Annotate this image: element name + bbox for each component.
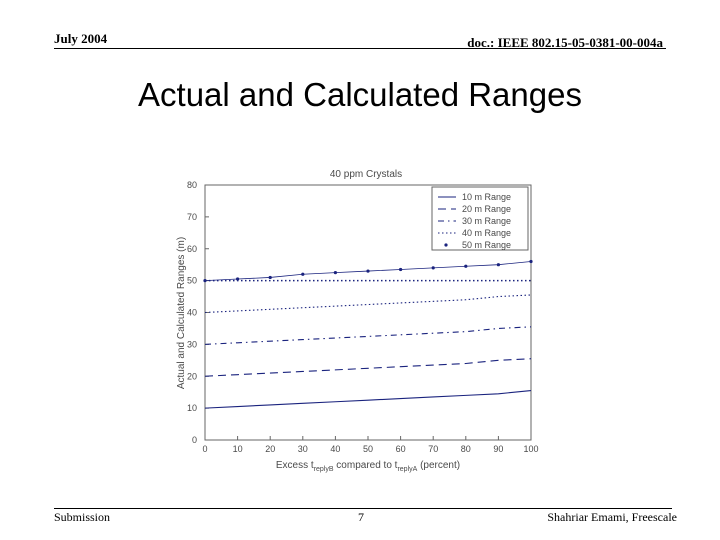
x-axis-label-start: Excess t [276,460,314,471]
y-tick-label: 80 [187,180,197,190]
series-point-5 [236,277,240,281]
legend-entry: 20 m Range [462,204,511,214]
legend-entry: 40 m Range [462,228,511,238]
header-doc-id: doc.: IEEE 802.15-05-0381-00-004a [467,35,663,50]
series-point-5 [366,269,370,273]
y-tick-label: 40 [187,308,197,318]
x-tick-label: 70 [428,444,438,454]
x-axis-label-sub-replyB: replyB [314,466,334,473]
x-tick-label: 20 [265,444,275,454]
y-tick-label: 50 [187,276,197,286]
footer-page-number: 7 [358,510,364,524]
x-tick-label: 50 [363,444,373,454]
y-tick-label: 0 [192,435,197,445]
x-tick-label: 0 [202,444,207,454]
x-axis-label: Excess treplyB compared to treplyA (perc… [276,460,460,473]
x-tick-label: 60 [396,444,406,454]
x-tick-label: 90 [493,444,503,454]
x-axis-label-middle: compared to t [334,460,398,471]
series-point-5 [431,266,435,270]
series-point-5 [301,272,305,276]
series-point-5 [268,275,272,280]
series-line-1 [204,390,532,409]
series-point-5 [203,279,207,283]
y-tick-label: 30 [187,339,197,349]
header-rule [54,48,666,49]
x-tick-label: 80 [461,444,471,454]
header-date: July 2004 [54,31,108,46]
x-axis-label-end: (percent) [417,460,460,471]
y-tick-label: 10 [187,403,197,413]
footer-author: Shahriar Emami, Freescale [547,510,677,524]
x-tick-label: 10 [233,444,243,454]
series-point-5 [529,259,533,264]
series-line-4 [204,294,532,314]
range-chart: 40 ppm Crystals 0 10 20 30 40 50 60 70 80 0 10 20 3… [176,169,539,473]
x-tick-label: 100 [523,444,538,454]
x-tick-label: 30 [298,444,308,454]
x-axis-label-sub-replyA: replyA [397,466,417,473]
chart-title: 40 ppm Crystals [330,169,402,180]
series-line-2 [204,358,532,377]
footer-submission: Submission [54,510,111,524]
x-tick-label: 40 [330,444,340,454]
y-tick-label: 70 [187,212,197,222]
footer-rule [54,508,672,509]
legend-entry: 10 m Range [462,192,511,202]
series-line-3 [204,326,532,345]
series-point-5 [464,264,468,268]
y-tick-label: 60 [187,244,197,254]
series-point-5 [399,267,403,272]
chart-legend: 10 m Range 20 m Range 30 m Range 40 m Range… [431,186,529,251]
series-point-5 [496,263,500,267]
legend-swatch [444,243,448,247]
legend-entry: 30 m Range [462,216,511,226]
series-point-5 [333,271,337,275]
y-tick-label: 20 [187,371,197,381]
slide-title: Actual and Calculated Ranges [138,76,582,113]
y-axis-label: Actual and Calculated Ranges (m) [176,237,187,389]
legend-entry: 50 m Range [462,240,511,250]
